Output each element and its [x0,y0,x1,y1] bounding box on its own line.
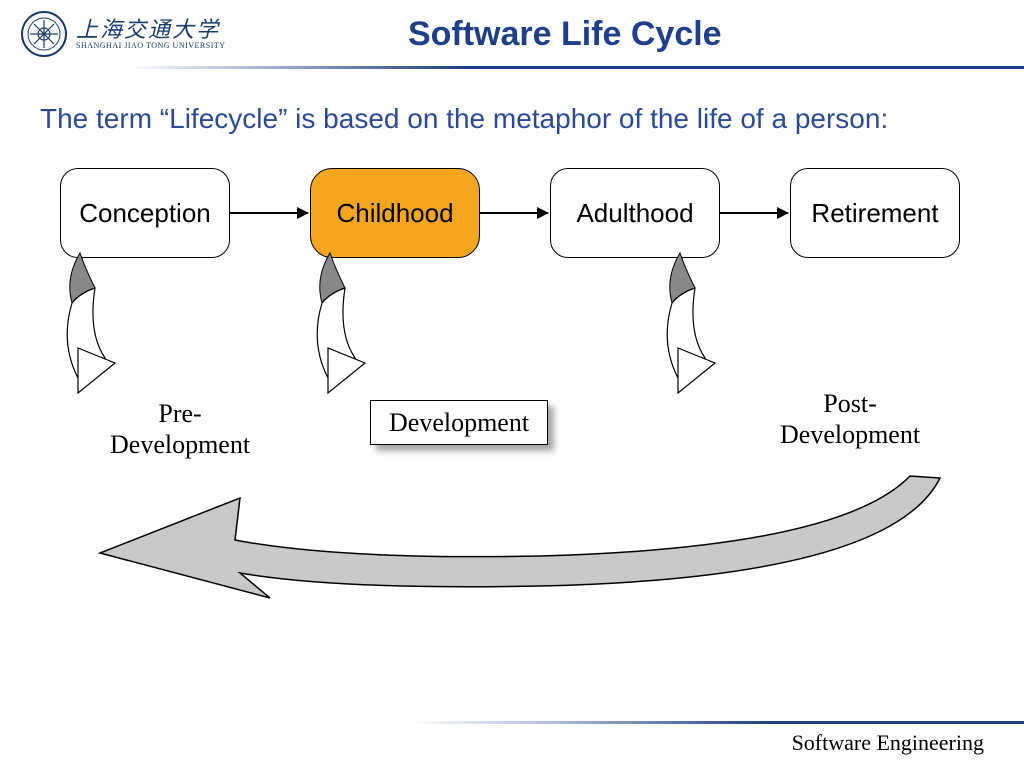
return-arrow [40,468,980,608]
stage-adulthood: Adulthood [550,168,720,258]
connector-adulthood [660,248,730,378]
slide-header: 上海交通大学 SHANGHAI JIAO TONG UNIVERSITY Sof… [0,0,1024,58]
footer-text: Software Engineering [792,730,984,756]
lifecycle-diagram: Conception Childhood Adulthood Retirement P… [0,148,1024,628]
arrow-conception-to-childhood [230,212,308,214]
connector-childhood [310,248,380,378]
university-name-cn: 上海交通大学 [76,18,226,42]
connector-conception [60,248,130,378]
stage-childhood: Childhood [310,168,480,258]
university-logo: 上海交通大学 SHANGHAI JIAO TONG UNIVERSITY [20,10,226,58]
phase-dev-label: Development [370,400,548,445]
seal-icon [20,10,68,58]
footer-underline [0,721,1024,724]
slide-title: Software Life Cycle [246,15,1004,54]
phase-pre-label: Pre-Development [110,398,250,460]
stage-retirement: Retirement [790,168,960,258]
arrow-adulthood-to-retirement [720,212,788,214]
stage-conception: Conception [60,168,230,258]
arrow-childhood-to-adulthood [480,212,548,214]
university-name-en: SHANGHAI JIAO TONG UNIVERSITY [76,42,226,51]
phase-post-label: Post-Development [780,388,920,450]
university-name: 上海交通大学 SHANGHAI JIAO TONG UNIVERSITY [76,18,226,51]
intro-text: The term “Lifecycle” is based on the met… [0,69,1024,148]
